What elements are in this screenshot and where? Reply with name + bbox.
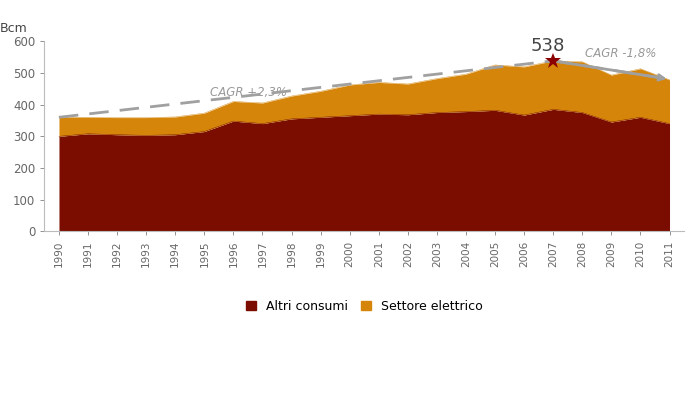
Text: Bcm: Bcm bbox=[0, 22, 28, 36]
Text: CAGR +2,3%: CAGR +2,3% bbox=[210, 86, 287, 99]
Legend: Altri consumi, Settore elettrico: Altri consumi, Settore elettrico bbox=[241, 295, 487, 318]
Text: 538: 538 bbox=[530, 37, 565, 55]
Text: CAGR -1,8%: CAGR -1,8% bbox=[585, 47, 656, 60]
